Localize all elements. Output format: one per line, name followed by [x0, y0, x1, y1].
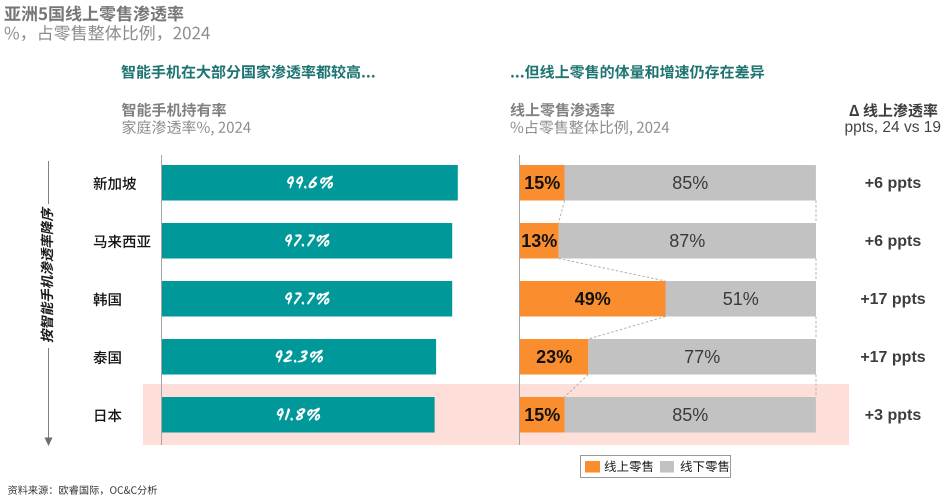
svg-text:13%: 13% [521, 231, 557, 251]
svg-text:87%: 87% [669, 231, 705, 251]
svg-text:51%: 51% [723, 289, 759, 309]
svg-text:+6 ppts: +6 ppts [865, 233, 922, 250]
svg-text:85%: 85% [672, 173, 708, 193]
svg-text:85%: 85% [672, 405, 708, 425]
svg-text:+3 ppts: +3 ppts [865, 407, 922, 424]
svg-text:23%: 23% [536, 347, 572, 367]
svg-text:15%: 15% [524, 173, 560, 193]
svg-text:ppts, 24 vs 19: ppts, 24 vs 19 [844, 119, 941, 136]
svg-text:+6 ppts: +6 ppts [865, 175, 922, 192]
svg-text:77%: 77% [684, 347, 720, 367]
svg-text:49%: 49% [575, 289, 611, 309]
svg-text:15%: 15% [524, 405, 560, 425]
svg-text:+17 ppts: +17 ppts [860, 291, 925, 308]
svg-text:+17 ppts: +17 ppts [860, 349, 925, 366]
